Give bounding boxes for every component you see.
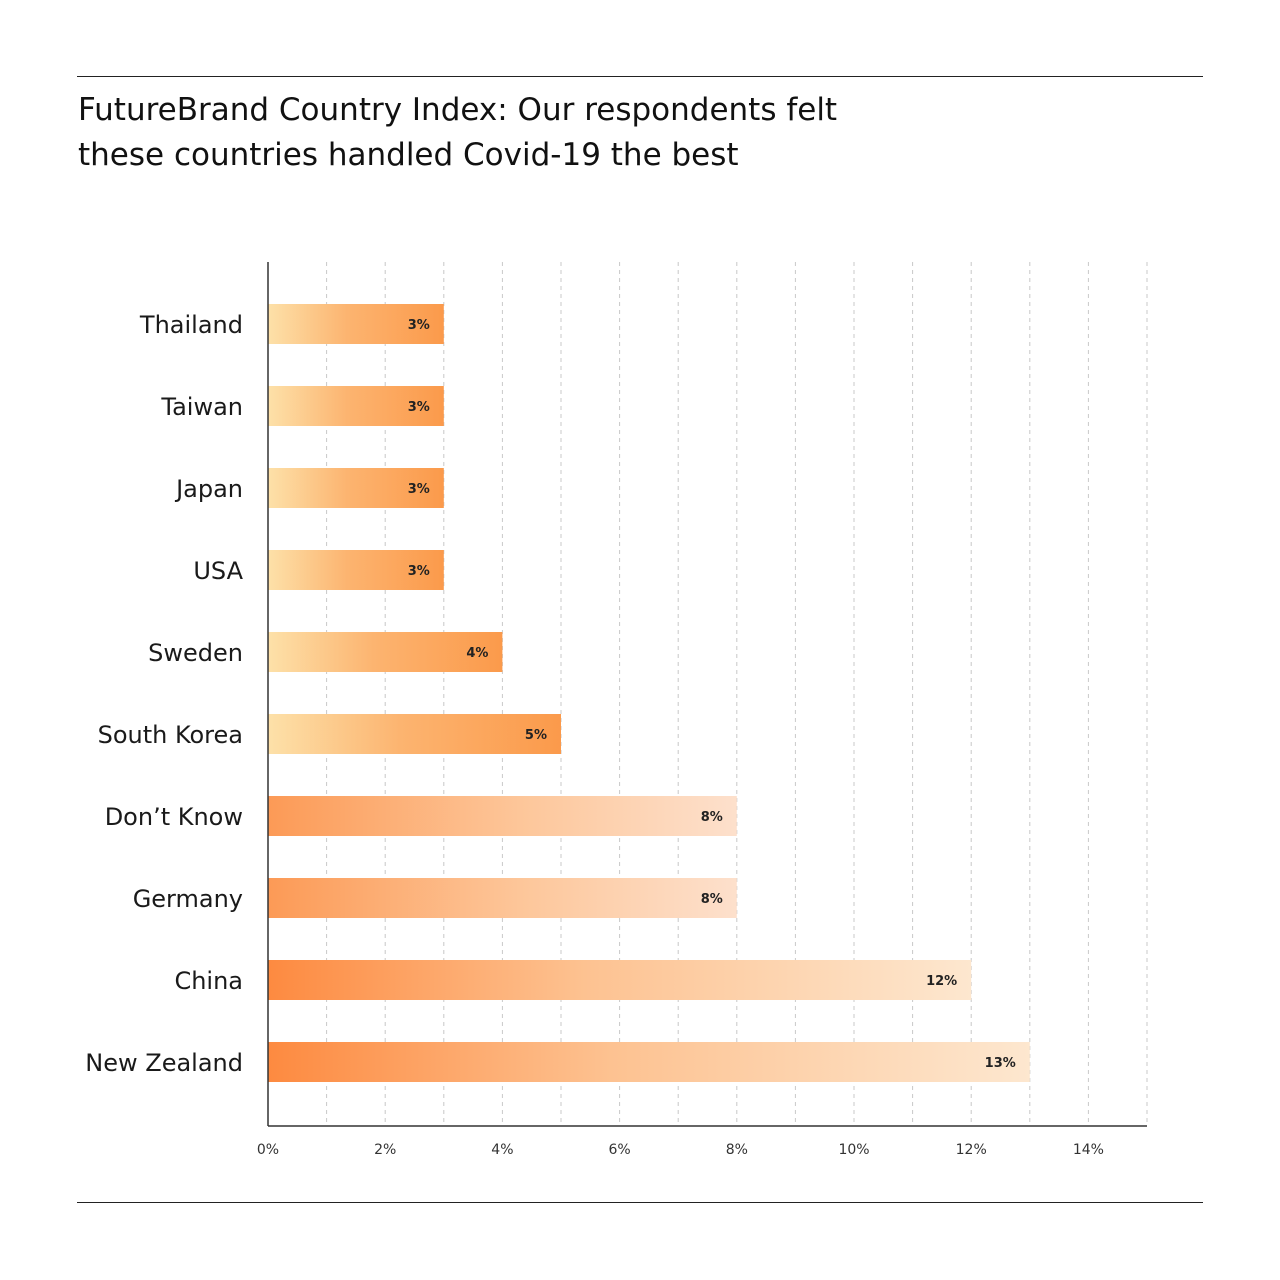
x-tick-label: 0% [257, 1142, 279, 1158]
bar-value-label: 3% [408, 482, 430, 497]
x-tick-label: 6% [608, 1142, 630, 1158]
category-label: Don’t Know [105, 803, 243, 831]
bar-china [268, 960, 972, 1000]
bar-germany [268, 878, 737, 918]
x-tick-label: 4% [491, 1142, 513, 1158]
chart-title: FutureBrand Country Index: Our responden… [78, 88, 978, 178]
bar-value-label: 12% [926, 974, 957, 989]
category-label: Thailand [139, 311, 243, 339]
category-label: USA [193, 557, 243, 585]
bar-don-t-know [268, 796, 737, 836]
bar-taiwan [268, 386, 444, 426]
category-label: China [174, 967, 243, 995]
bar-value-label: 8% [701, 892, 723, 907]
bar-value-label: 4% [466, 646, 488, 661]
bar-south-korea [268, 714, 561, 754]
bar-japan [268, 468, 444, 508]
bar-usa [268, 550, 444, 590]
bar-value-label: 8% [701, 810, 723, 825]
category-labels: Thailand Taiwan Japan USA Sweden South Korea D… [85, 311, 243, 1077]
bar-value-label: 3% [408, 400, 430, 415]
chart-title-line-2: these countries handled Covid-19 the bes… [78, 137, 739, 173]
category-label: New Zealand [85, 1049, 243, 1077]
bar-sweden [268, 632, 503, 672]
tick-labels: 0% 2% 4% 6% 8% 10% 12% 14% [257, 1142, 1104, 1158]
x-tick-label: 12% [956, 1142, 987, 1158]
bar-value-label: 3% [408, 318, 430, 333]
category-label: Germany [133, 885, 243, 913]
category-label: Taiwan [160, 393, 243, 421]
bar-value-label: 13% [985, 1056, 1016, 1071]
axes [267, 262, 1147, 1127]
bar-value-label: 5% [525, 728, 547, 743]
bar-new-zealand [268, 1042, 1030, 1082]
x-tick-label: 2% [374, 1142, 396, 1158]
chart-title-line-1: FutureBrand Country Index: Our responden… [78, 92, 838, 128]
x-tick-label: 14% [1073, 1142, 1104, 1158]
bar-value-label: 3% [408, 564, 430, 579]
x-tick-label: 8% [726, 1142, 748, 1158]
bars: 3% 3% 3% 3% 4% 5% 8% 8% 12% 13% [268, 304, 1030, 1082]
x-tick-label: 10% [838, 1142, 869, 1158]
category-label: South Korea [98, 721, 243, 749]
bottom-divider [77, 1202, 1203, 1203]
bar-thailand [268, 304, 444, 344]
category-label: Sweden [148, 639, 243, 667]
top-divider [77, 76, 1203, 77]
category-label: Japan [174, 475, 243, 503]
